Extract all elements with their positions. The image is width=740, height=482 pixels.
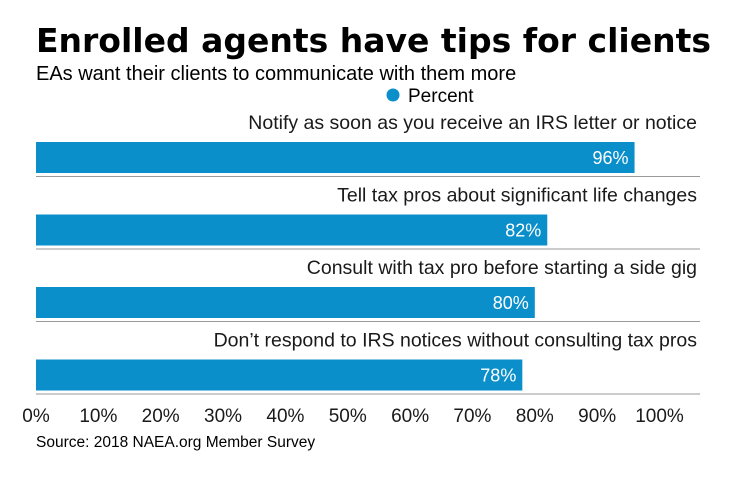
category-label: Don’t respond to IRS notices without con… xyxy=(214,330,698,352)
x-tick-label: 40% xyxy=(266,406,304,427)
x-tick-label: 100% xyxy=(635,406,684,427)
bar xyxy=(36,287,535,318)
legend-marker xyxy=(386,88,400,102)
x-tick-label: 70% xyxy=(453,406,491,427)
bar-rows: Notify as soon as you receive an IRS let… xyxy=(36,112,700,395)
bar-value-label: 78% xyxy=(480,366,516,386)
chart-title: Enrolled agents have tips for clients xyxy=(36,21,711,60)
x-tick-label: 50% xyxy=(329,406,367,427)
bar xyxy=(36,214,548,246)
category-label: Notify as soon as you receive an IRS let… xyxy=(248,112,697,134)
bar xyxy=(36,142,635,173)
bar-value-label: 80% xyxy=(493,293,529,313)
source-note: Source: 2018 NAEA.org Member Survey xyxy=(36,434,315,451)
x-tick-label: 20% xyxy=(142,406,180,427)
bar-value-label: 96% xyxy=(593,148,629,168)
x-tick-label: 60% xyxy=(391,406,429,427)
bar xyxy=(36,359,523,391)
category-label: Tell tax pros about significant life cha… xyxy=(337,185,697,207)
x-axis-ticks: 0% 10% 20% 30% 40% 50% 60% 70% 80% 90% 100% xyxy=(22,406,684,427)
x-tick-label: 90% xyxy=(578,406,616,427)
legend-label: Percent xyxy=(408,86,474,107)
chart-subtitle: EAs want their clients to communicate wi… xyxy=(36,63,516,85)
bar-value-label: 82% xyxy=(505,221,541,241)
x-tick-label: 80% xyxy=(516,406,554,427)
x-tick-label: 10% xyxy=(79,406,117,427)
x-tick-label: 30% xyxy=(204,406,242,427)
x-tick-label: 0% xyxy=(22,406,50,427)
category-label: Consult with tax pro before starting a s… xyxy=(307,257,697,279)
